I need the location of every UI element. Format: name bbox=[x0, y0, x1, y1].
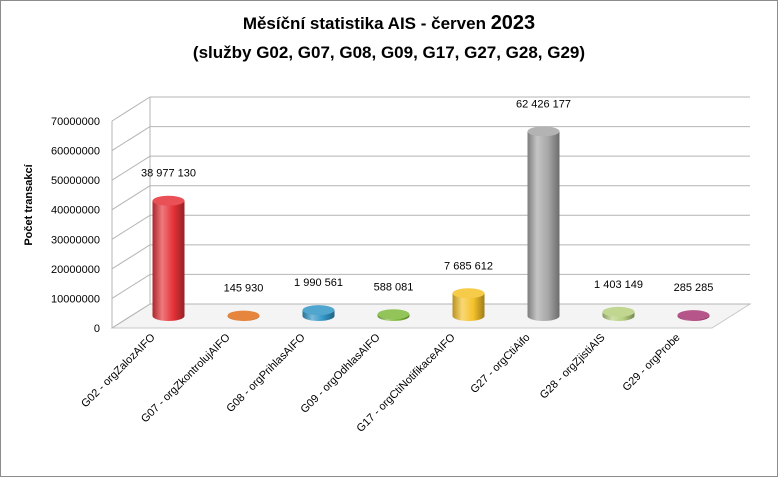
data-label: 588 081 bbox=[374, 281, 414, 293]
chart-title-year: 2023 bbox=[490, 12, 536, 34]
bar-top bbox=[152, 195, 185, 206]
data-label: 1 990 561 bbox=[294, 277, 343, 289]
bar-top bbox=[677, 310, 710, 321]
y-tick-label: 60000000 bbox=[51, 146, 100, 158]
bar-top bbox=[302, 305, 335, 316]
bar-body bbox=[527, 131, 560, 321]
bar-top bbox=[227, 310, 260, 321]
y-tick-label: 10000000 bbox=[51, 293, 100, 305]
bar-g17 bbox=[452, 288, 485, 321]
category-label: G09 - orgOdhlasAIFO bbox=[298, 331, 382, 415]
category-label: G07 - orgZkontrolujAIFO bbox=[139, 331, 233, 425]
gridline-diagonal bbox=[111, 303, 151, 329]
gridline-diagonal bbox=[111, 155, 151, 181]
bar-g07 bbox=[227, 310, 260, 321]
y-tick-label: 40000000 bbox=[51, 205, 100, 217]
gridline-diagonal bbox=[111, 244, 151, 270]
bar-top bbox=[452, 288, 485, 299]
y-axis-label: Počet transakcí bbox=[23, 163, 35, 245]
data-label: 62 426 177 bbox=[516, 98, 571, 110]
y-tick-label: 0 bbox=[94, 323, 100, 335]
bar-g08 bbox=[302, 305, 335, 321]
gridline-diagonal bbox=[111, 185, 151, 211]
y-tick-label: 20000000 bbox=[51, 264, 100, 276]
category-label: G29 - orgProbe bbox=[621, 332, 683, 394]
bar-g29 bbox=[677, 310, 710, 321]
bar-g27 bbox=[527, 126, 560, 321]
y-tick-label: 50000000 bbox=[51, 175, 100, 187]
data-label: 7 685 612 bbox=[444, 260, 493, 272]
bar-top bbox=[377, 309, 410, 320]
gridline-diagonal bbox=[111, 274, 151, 299]
data-label: 38 977 130 bbox=[141, 168, 196, 180]
data-label: 1 403 149 bbox=[594, 279, 643, 291]
data-label: 145 930 bbox=[224, 283, 264, 295]
chart-title-month: Měsíční statistika AIS - červen bbox=[242, 14, 486, 33]
chart-floor bbox=[110, 303, 752, 329]
bar-top bbox=[527, 126, 560, 137]
bar-g09 bbox=[377, 309, 410, 321]
data-label: 285 285 bbox=[674, 282, 714, 294]
bars bbox=[152, 126, 710, 321]
bar-g02 bbox=[152, 195, 185, 321]
category-label: G27 - orgCtiAifo bbox=[468, 332, 532, 396]
bar-body bbox=[452, 293, 485, 321]
bar-body bbox=[152, 200, 185, 321]
category-label: G28 - orgZjistiAIS bbox=[538, 332, 608, 402]
grid bbox=[110, 96, 752, 329]
y-tick-label: 30000000 bbox=[51, 234, 100, 246]
y-tick-label: 70000000 bbox=[51, 116, 100, 128]
gridline-diagonal bbox=[111, 214, 151, 240]
category-label: G08 - orgPrihlasAIFO bbox=[224, 331, 308, 415]
category-label: G02 - orgZalozAIFO bbox=[79, 331, 158, 410]
bar-top bbox=[602, 306, 635, 317]
bar-g28 bbox=[602, 306, 635, 321]
chart-subtitle: (služby G02, G07, G08, G09, G17, G27, G2… bbox=[192, 43, 586, 62]
chart-title: Měsíční statistika AIS - červen 2023 bbox=[0, 12, 778, 35]
gridline-diagonal bbox=[111, 126, 151, 151]
gridline-diagonal bbox=[111, 96, 151, 122]
